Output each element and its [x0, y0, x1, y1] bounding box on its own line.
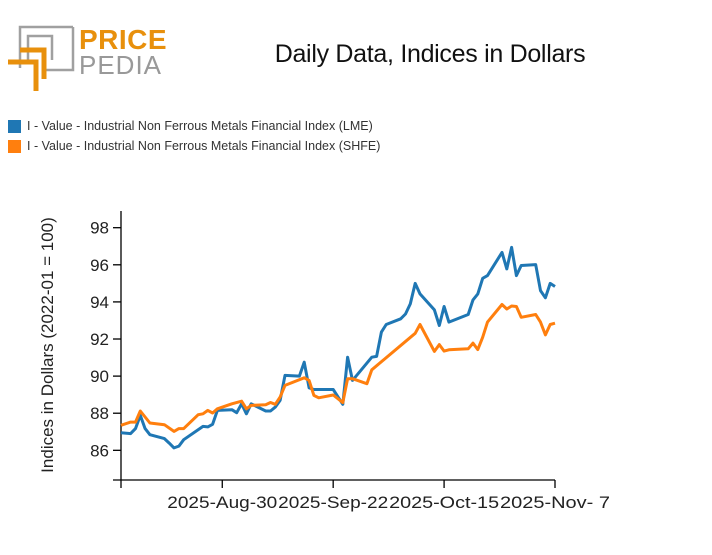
- series-line-lme: [120, 245, 556, 450]
- legend-swatch-lme: [8, 119, 21, 133]
- y-tick-label: 88: [90, 404, 109, 423]
- y-axis-label: Indices in Dollars (2022-01 = 100): [38, 217, 57, 473]
- x-tick-label: 2025-Nov- 7: [500, 493, 610, 512]
- legend-swatch-shfe: [8, 139, 21, 153]
- legend-item-shfe[interactable]: I - Value - Industrial Non Ferrous Metal…: [8, 139, 380, 153]
- y-tick-label: 90: [90, 367, 109, 386]
- logo-text-price: PRICE: [79, 24, 168, 55]
- chart-title: Daily Data, Indices in Dollars: [274, 40, 586, 68]
- y-tick-label: 98: [90, 219, 109, 238]
- logo-text-pedia: PEDIA: [79, 50, 163, 80]
- y-tick-label: 86: [90, 441, 109, 460]
- y-tick-label: 94: [90, 293, 109, 312]
- legend-label-lme: I - Value - Industrial Non Ferrous Metal…: [27, 119, 373, 133]
- x-tick-label: 2025-Aug-30: [167, 493, 277, 512]
- y-tick-label: 92: [90, 330, 109, 349]
- x-tick-label: 2025-Oct-15: [389, 493, 499, 512]
- x-tick-label: 2025-Sep-22: [278, 493, 388, 512]
- series-line-shfe: [120, 303, 556, 433]
- legend-label-shfe: I - Value - Industrial Non Ferrous Metal…: [27, 139, 381, 153]
- legend-item-lme[interactable]: I - Value - Industrial Non Ferrous Metal…: [8, 119, 373, 133]
- y-tick-label: 96: [90, 256, 109, 275]
